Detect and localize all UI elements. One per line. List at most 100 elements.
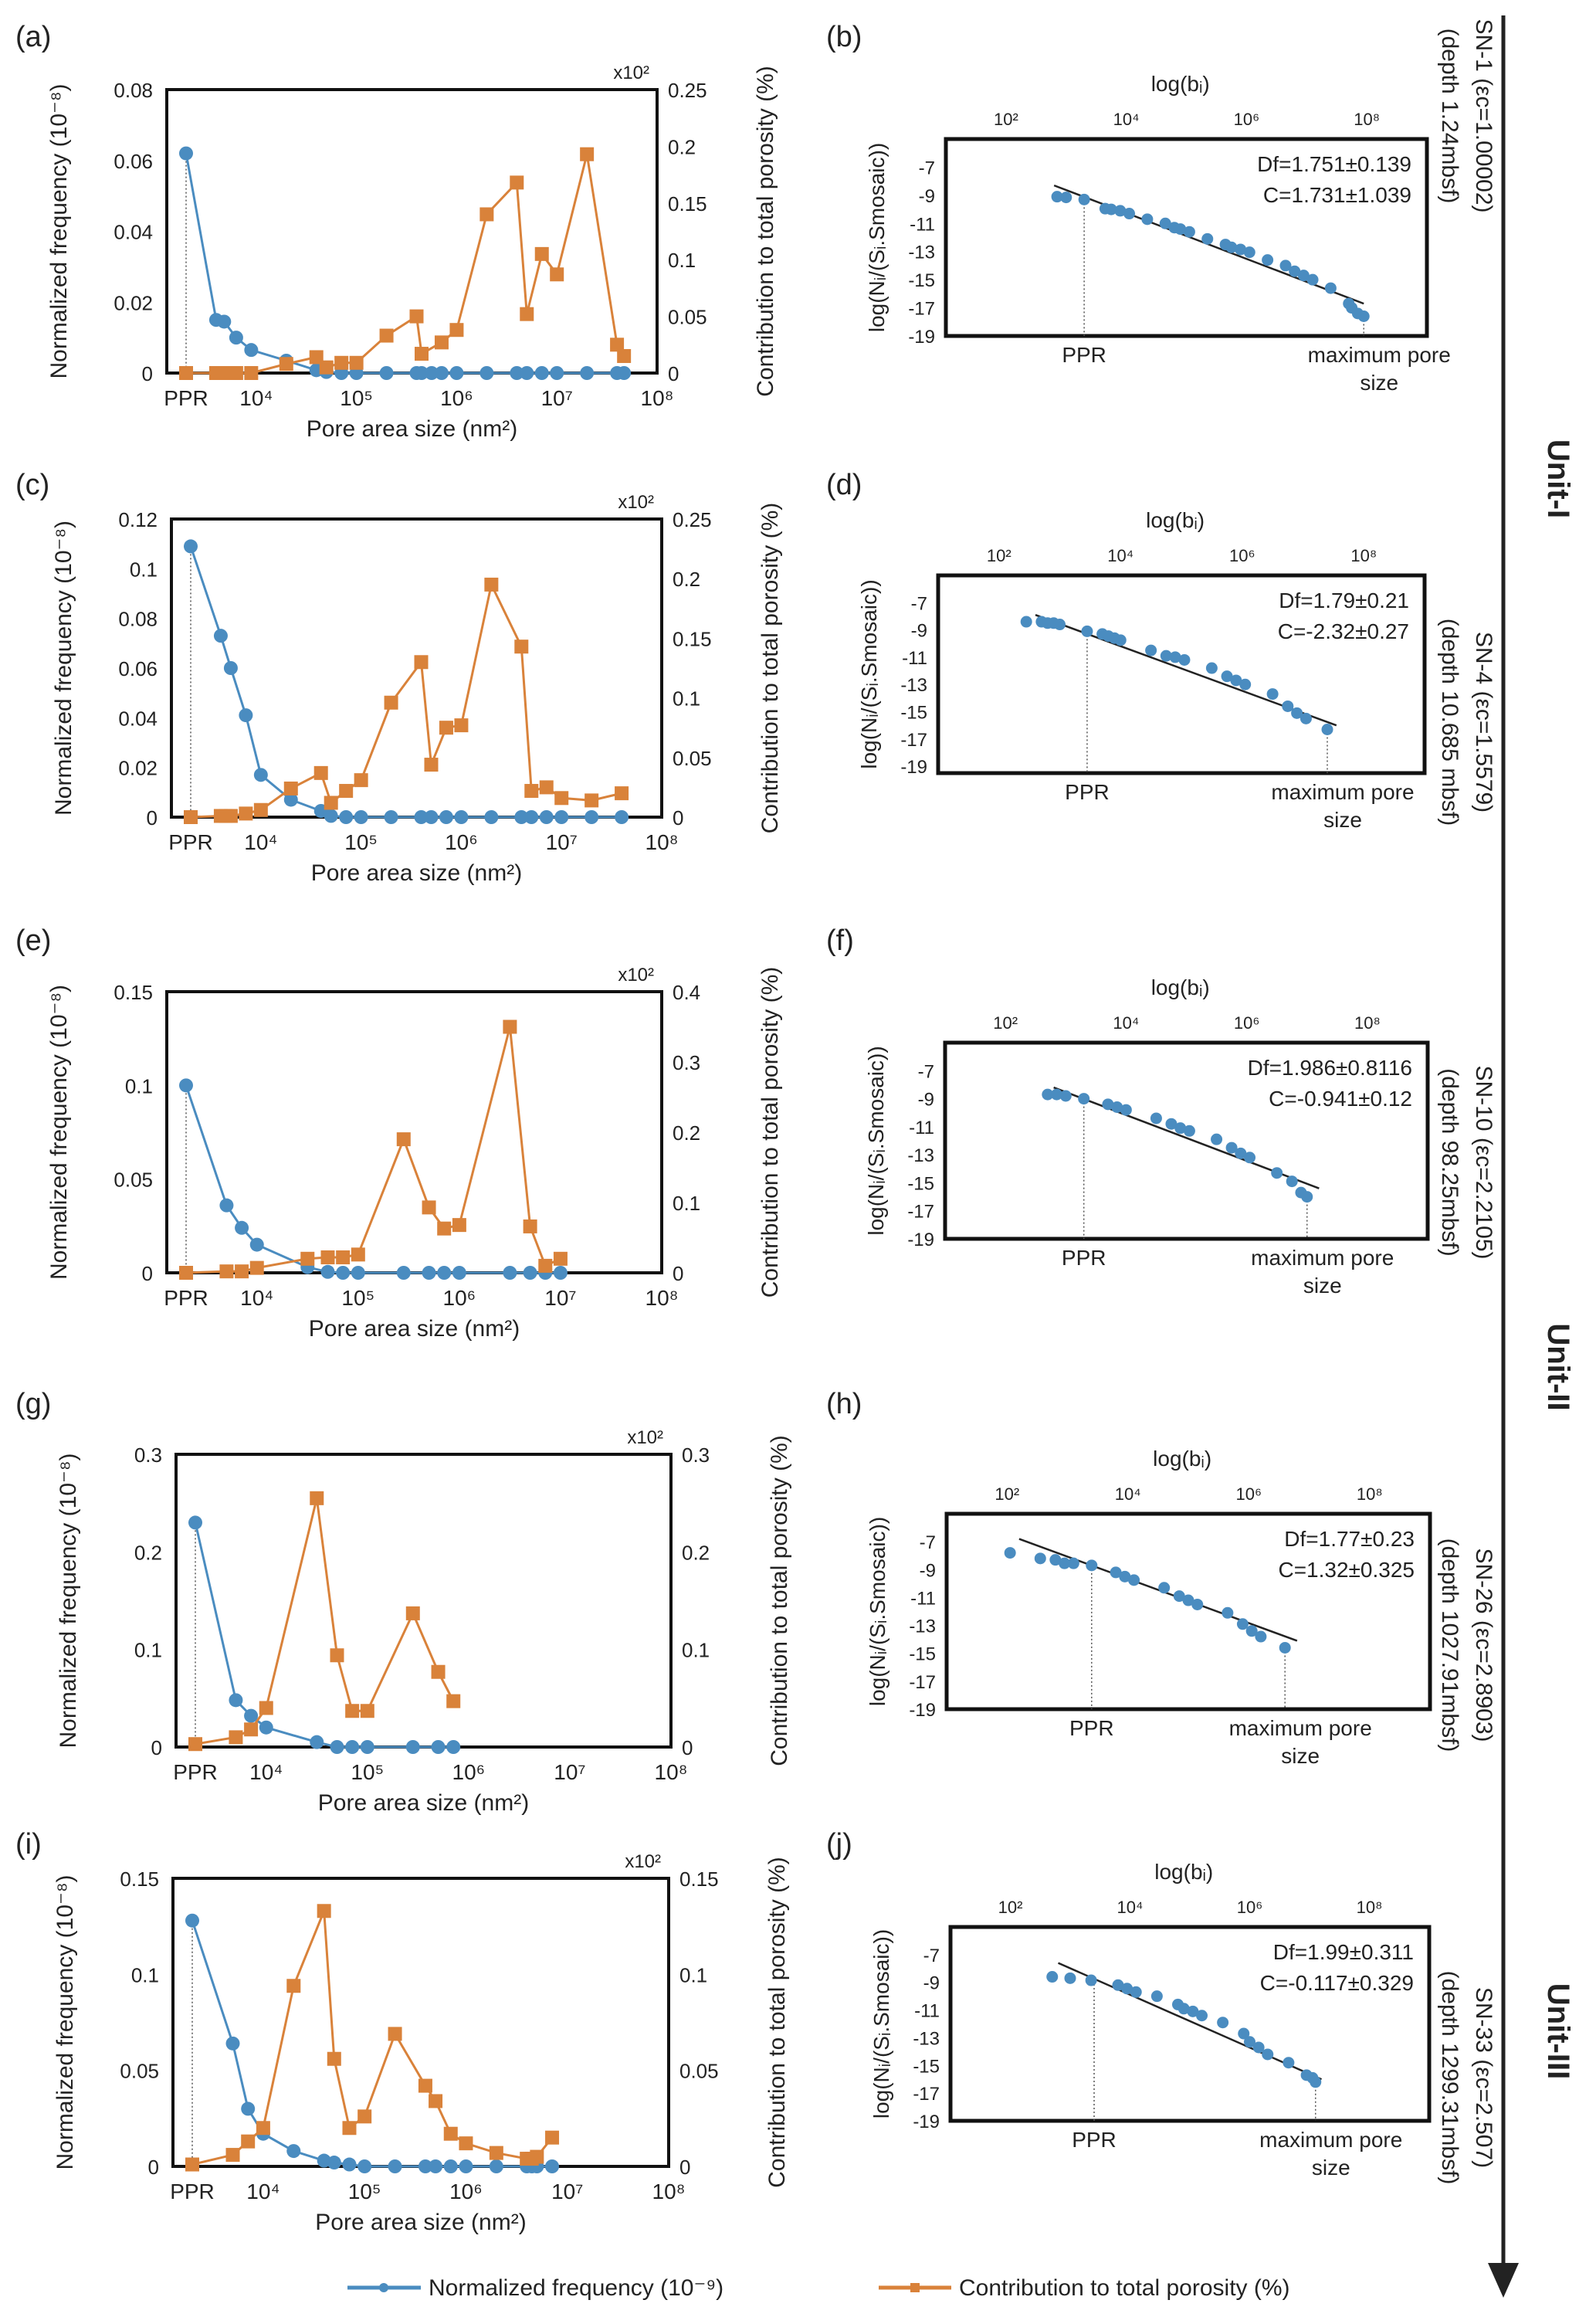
data-point xyxy=(1279,1641,1291,1654)
porosity-point xyxy=(184,810,198,824)
data-point xyxy=(1086,1559,1098,1572)
frequency-point xyxy=(514,810,529,824)
y-tick-label: -19 xyxy=(909,1700,936,1721)
porosity-point xyxy=(503,1019,517,1034)
frequency-point xyxy=(184,539,198,554)
porosity-point xyxy=(317,1904,331,1918)
data-point xyxy=(1064,1972,1076,1984)
data-point xyxy=(1183,226,1195,238)
frequency-point xyxy=(219,1198,234,1213)
max-pore-label: size xyxy=(1281,1744,1320,1768)
data-point xyxy=(1239,678,1252,690)
porosity-point xyxy=(484,577,499,592)
y-tick-label: 0.2 xyxy=(134,1541,162,1564)
frequency-point xyxy=(520,366,534,380)
panel-label: (c) xyxy=(15,469,49,501)
data-point xyxy=(1245,1625,1258,1637)
data-point xyxy=(1042,1088,1054,1101)
y-tick-label: -13 xyxy=(900,675,927,696)
porosity-point xyxy=(520,307,534,321)
porosity-point xyxy=(330,1648,344,1663)
x-tick-label: 10⁵ xyxy=(341,1286,374,1310)
frequency-point xyxy=(550,366,564,380)
porosity-point xyxy=(188,1737,202,1752)
intercept-annotation: C=-2.32±0.27 xyxy=(1278,619,1409,643)
data-point xyxy=(1225,241,1238,253)
legend: Normalized frequency (10⁻⁹) Contribution … xyxy=(347,2275,1290,2301)
top-x-tick-label: 10⁶ xyxy=(1237,1898,1263,1917)
unit-label: Unit-I xyxy=(1541,439,1575,518)
data-point xyxy=(1244,2036,1255,2048)
unit-label: Unit-II xyxy=(1541,1323,1575,1410)
frequency-point xyxy=(434,366,449,380)
frequency-point xyxy=(310,1735,324,1749)
data-point xyxy=(1235,243,1247,256)
fractal-dimension-annotation: Df=1.77±0.23 xyxy=(1284,1527,1415,1551)
data-point xyxy=(1174,1122,1187,1135)
y-tick-label: 0.1 xyxy=(125,1074,153,1097)
data-point xyxy=(1141,213,1154,226)
y2-tick-label: 0.2 xyxy=(668,135,696,158)
panel-label: (d) xyxy=(826,469,862,501)
series-line-porosity xyxy=(191,1910,554,2166)
x-tick-label: 10⁷ xyxy=(546,830,578,854)
data-point xyxy=(1306,273,1319,286)
porosity-point xyxy=(310,1491,324,1505)
y-tick-label: -9 xyxy=(918,1090,934,1111)
panel-label: (b) xyxy=(826,21,862,53)
y2-tick-label: 0.1 xyxy=(673,1192,700,1215)
data-point xyxy=(1286,1175,1298,1188)
y-tick-label: -15 xyxy=(907,1173,934,1194)
y2-tick-label: 0 xyxy=(673,806,683,829)
y-axis-title: log(Nᵢ/(Sᵢ.Smosaic)) xyxy=(866,1517,889,1706)
panel-label: (a) xyxy=(15,21,51,53)
frequency-point xyxy=(357,2159,372,2173)
top-x-tick-label: 10⁶ xyxy=(1235,1484,1262,1504)
frequency-point xyxy=(510,366,524,380)
porosity-point xyxy=(388,2027,402,2041)
frequency-point xyxy=(327,2156,341,2170)
y-tick-label: 0.05 xyxy=(114,1169,153,1192)
frequency-point xyxy=(179,1078,193,1093)
frequency-point xyxy=(452,1266,466,1280)
ppr-label: PPR xyxy=(1065,780,1110,804)
frequency-point xyxy=(179,146,193,161)
y-tick-label: -15 xyxy=(913,2056,940,2077)
frequency-point xyxy=(360,1740,374,1754)
data-point xyxy=(1211,1133,1223,1145)
y-tick-label: 0.15 xyxy=(114,981,153,1004)
y-tick-label: -17 xyxy=(909,1672,936,1693)
plot-frame xyxy=(171,1877,670,2168)
y-tick-label: -19 xyxy=(900,757,927,778)
porosity-point xyxy=(414,655,429,670)
data-point xyxy=(1291,707,1303,719)
porosity-point xyxy=(539,780,554,795)
panel-j: (j) 10² 10⁴ 10⁶ 10⁸ log(bᵢ) -7 -9 -11 -13 -15 -17 -1… xyxy=(826,1828,1432,2180)
x-tick-label: 10⁴ xyxy=(239,386,273,410)
fractal-dimension-annotation: Df=1.79±0.21 xyxy=(1279,589,1409,612)
fit-line xyxy=(1057,1962,1323,2081)
frequency-point xyxy=(354,810,368,824)
top-x-tick-label: 10⁸ xyxy=(1350,546,1377,565)
y-tick-label: -11 xyxy=(914,2001,940,2022)
porosity-point xyxy=(324,796,338,810)
y-axis-title: log(Nᵢ/(Sᵢ.Smosaic)) xyxy=(869,1929,893,2119)
x-tick-label: 10⁸ xyxy=(652,2180,686,2203)
x-axis-title: Pore area size (nm²) xyxy=(307,416,517,442)
frequency-point xyxy=(585,810,599,824)
top-x-axis-title: log(bᵢ) xyxy=(1154,1860,1213,1884)
sample-depth: (depth 1.24mbsf) xyxy=(1437,29,1462,204)
intercept-annotation: C=-0.117±0.329 xyxy=(1260,1971,1414,1995)
frequency-point xyxy=(554,810,569,824)
sample-name: SN-33 (εc=2.507) xyxy=(1471,1987,1496,2168)
data-point xyxy=(1271,1167,1283,1179)
plot-frame xyxy=(943,1040,1430,1241)
porosity-point xyxy=(342,2121,357,2136)
porosity-point xyxy=(523,1219,537,1233)
x-tick-label: 10⁷ xyxy=(554,1760,585,1784)
frequency-point xyxy=(384,810,398,824)
x-tick-label: 10⁶ xyxy=(449,2180,483,2203)
panel-label: (i) xyxy=(15,1828,42,1861)
plot-frame xyxy=(944,137,1429,338)
x-axis-title: Pore area size (nm²) xyxy=(311,860,522,886)
